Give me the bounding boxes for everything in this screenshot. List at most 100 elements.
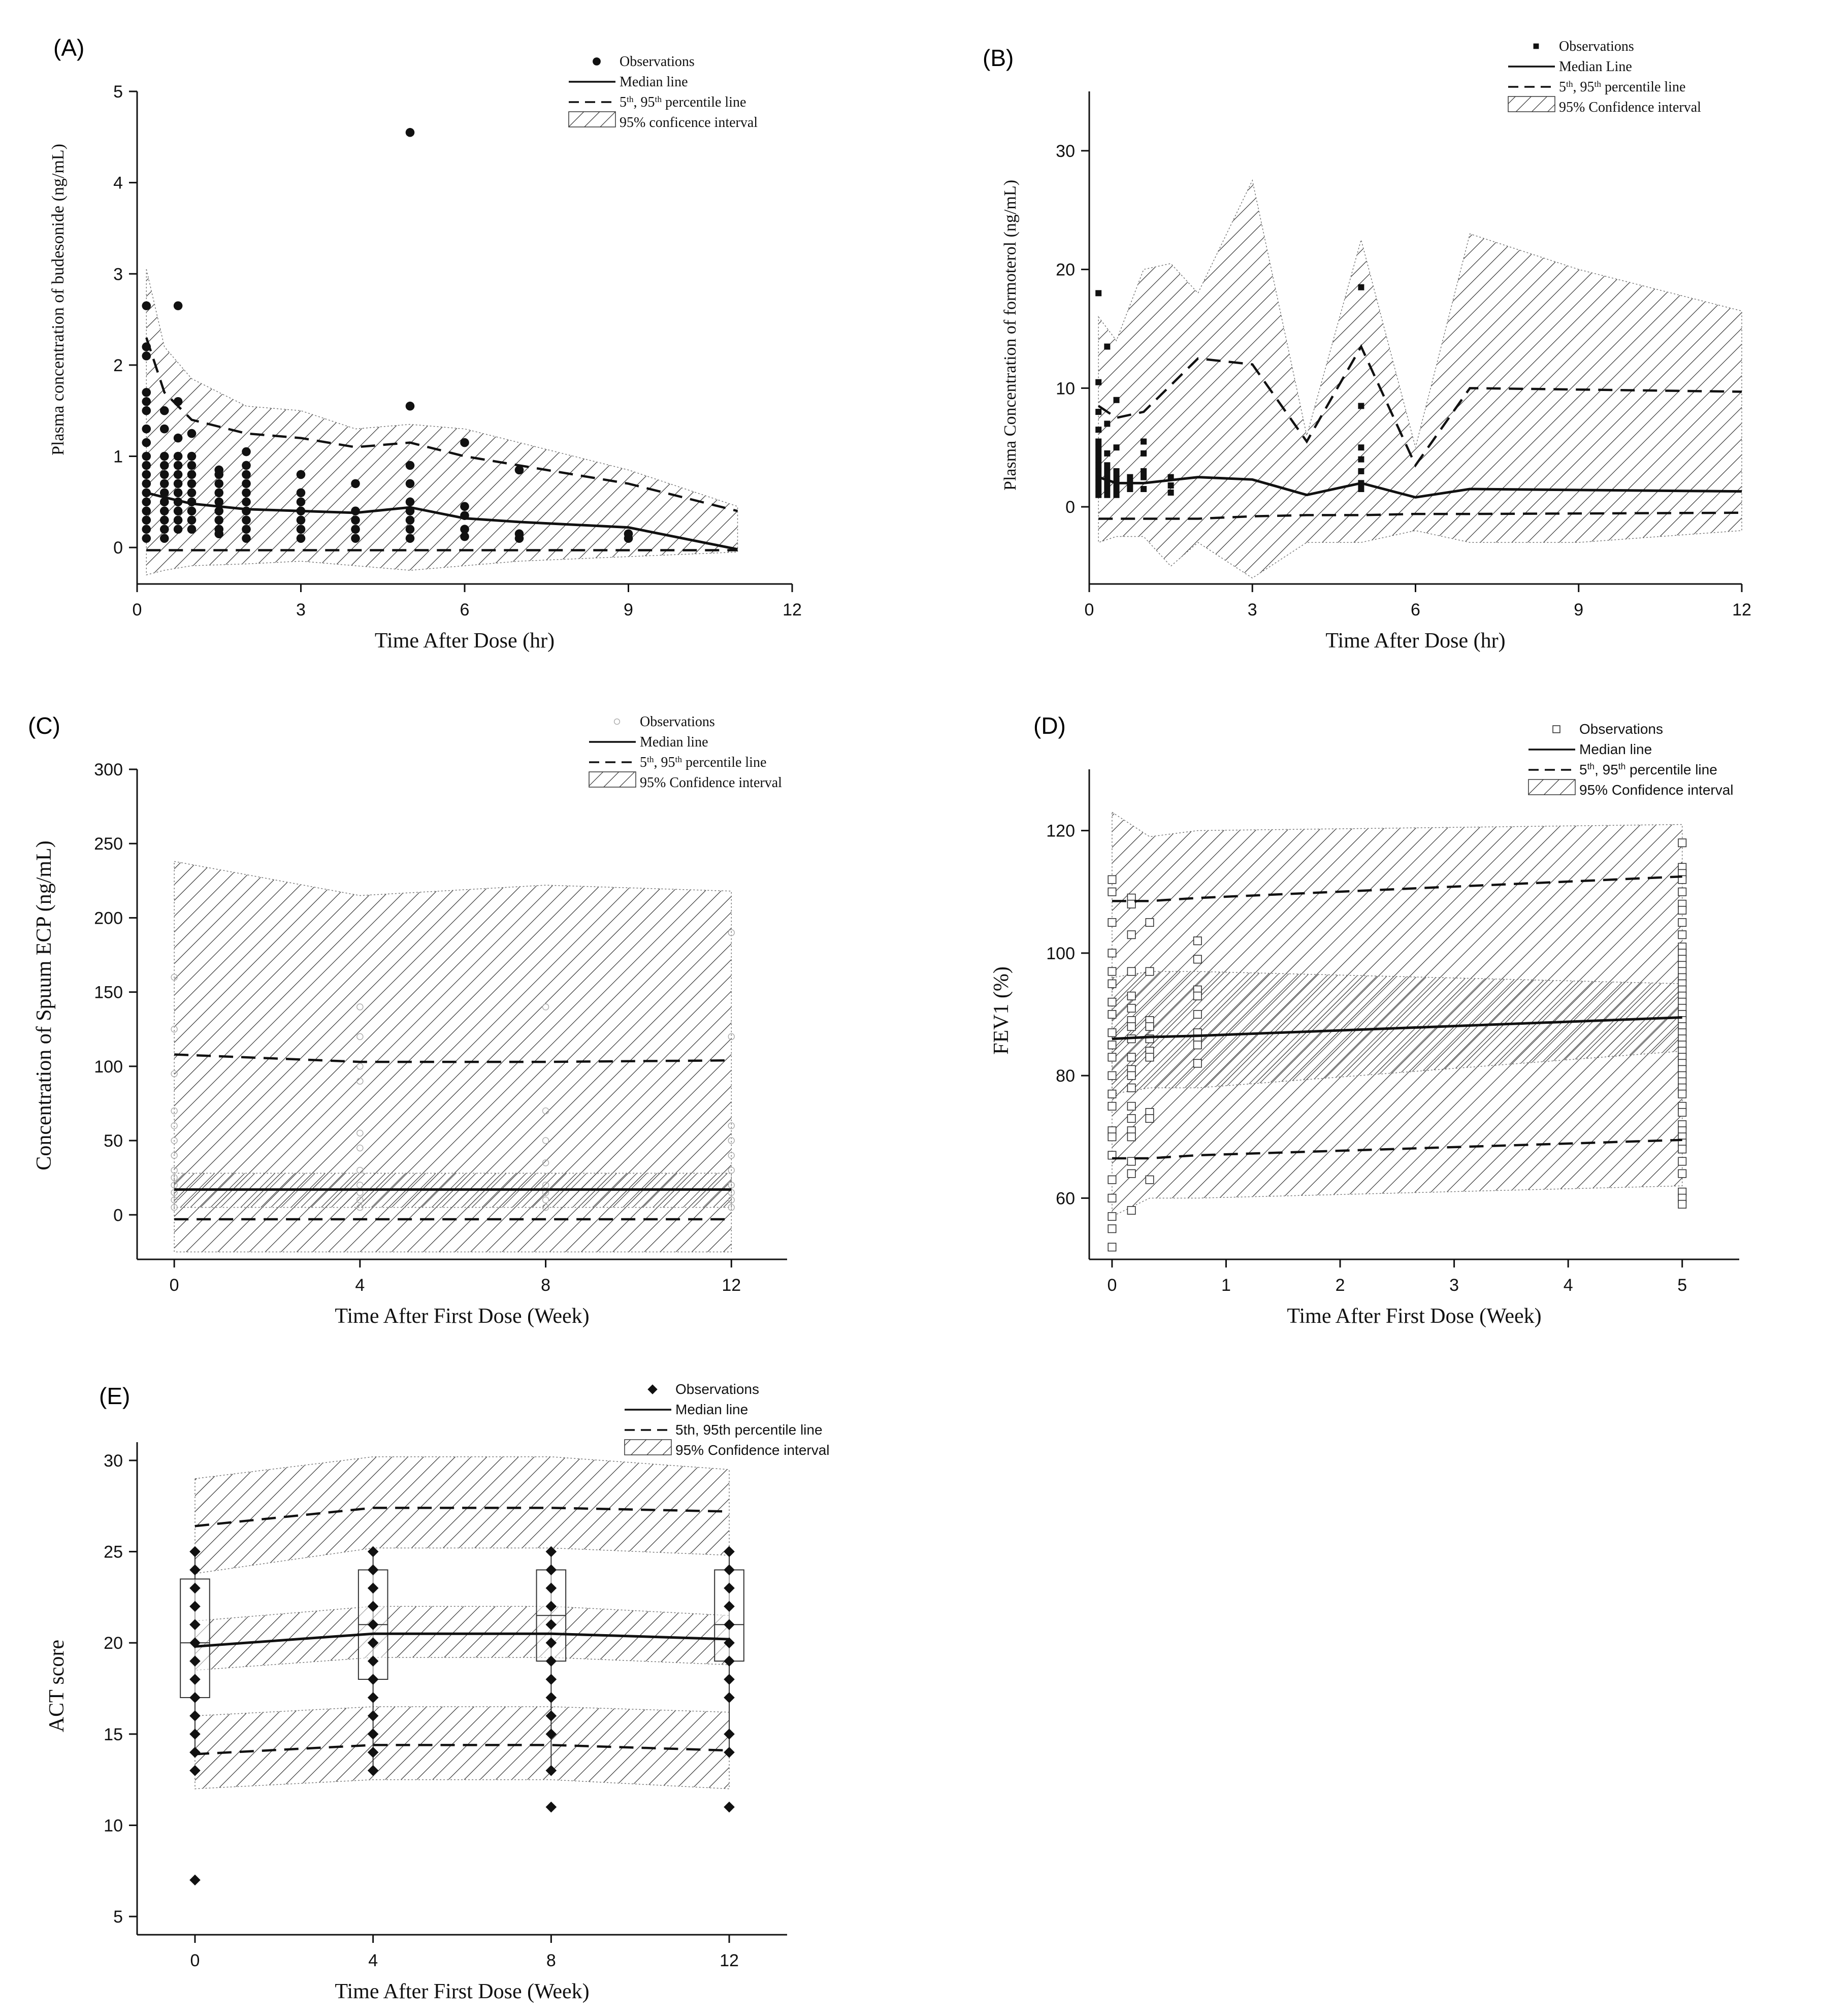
observation-point xyxy=(296,515,306,525)
y-axis-label: FEV1 (%) xyxy=(990,966,1013,1055)
observation-point xyxy=(189,1564,201,1576)
observation-point xyxy=(189,1637,201,1648)
observation-point xyxy=(1678,1089,1687,1098)
legend-sup: th xyxy=(1587,761,1595,771)
observation-point xyxy=(173,451,183,461)
observation-point xyxy=(1095,379,1102,385)
observation-point xyxy=(1358,284,1364,290)
observation-point xyxy=(1127,1114,1136,1123)
observation-point xyxy=(356,1166,364,1174)
observation-point xyxy=(142,451,151,461)
observation-point xyxy=(1127,899,1136,908)
observation-point xyxy=(1104,420,1111,427)
observation-point xyxy=(159,451,169,461)
observation-point xyxy=(514,534,524,543)
observation-point xyxy=(242,497,251,507)
observation-point xyxy=(171,1182,178,1189)
x-tick-label: 12 xyxy=(722,1276,741,1295)
y-axis-label: ACT score xyxy=(45,1640,69,1732)
observation-point xyxy=(1678,1108,1687,1117)
observation-point xyxy=(214,506,224,516)
observation-point xyxy=(173,479,183,489)
y-tick-label: 30 xyxy=(104,1451,123,1471)
observation-point xyxy=(159,424,169,434)
observation-point xyxy=(1678,887,1687,896)
observation-point xyxy=(724,1801,735,1813)
observation-point xyxy=(1358,444,1364,451)
observation-point xyxy=(405,128,415,137)
y-tick-label: 20 xyxy=(104,1634,123,1653)
observation-point xyxy=(1108,979,1117,988)
observation-point xyxy=(171,1166,178,1174)
observation-point xyxy=(189,1674,201,1685)
observation-point xyxy=(728,1182,735,1189)
legend-observation-marker xyxy=(1533,43,1539,49)
observation-point xyxy=(1095,456,1102,463)
observation-point xyxy=(1113,444,1120,451)
observation-point xyxy=(1095,450,1102,457)
observation-point xyxy=(159,406,169,415)
observation-point xyxy=(1108,875,1117,884)
observation-point xyxy=(142,470,151,479)
legend-text: , 95 xyxy=(1573,79,1595,95)
legend-median: Median line xyxy=(675,1402,748,1417)
ci-band-inner xyxy=(1112,971,1683,1095)
observation-point xyxy=(367,1637,379,1648)
observation-point xyxy=(1108,918,1117,927)
legend-sup: th xyxy=(675,755,682,764)
panel-c: (C) 0 4 8 12 0 50 100 150 200 250 300 Time After Fi… xyxy=(28,712,787,1328)
legend-observations: Observations xyxy=(1559,39,1634,54)
observation-point xyxy=(545,1546,557,1557)
median-line xyxy=(146,491,738,551)
observation-point xyxy=(724,1619,735,1631)
observation-point xyxy=(1108,949,1117,958)
x-tick-label: 9 xyxy=(1574,600,1583,620)
observation-point xyxy=(1141,468,1147,474)
observation-point xyxy=(1113,474,1120,480)
legend-text: 5 xyxy=(1559,79,1566,95)
observation-point xyxy=(159,479,169,489)
observation-point xyxy=(189,1582,201,1594)
observation-point xyxy=(187,506,197,516)
y-tick-label: 1 xyxy=(113,447,123,467)
observation-point xyxy=(367,1582,379,1594)
legend-ci-swatch xyxy=(1508,96,1555,112)
observation-point xyxy=(728,1122,735,1129)
observation-point xyxy=(173,525,183,534)
observation-point xyxy=(189,1692,201,1703)
x-tick-label: 4 xyxy=(1564,1276,1573,1295)
observation-point xyxy=(1108,1089,1117,1098)
observation-point xyxy=(1127,1206,1136,1215)
observation-point xyxy=(173,470,183,479)
x-tick-label: 0 xyxy=(133,600,142,620)
observation-point xyxy=(367,1765,379,1776)
observation-point xyxy=(1678,918,1687,927)
observation-point xyxy=(171,1174,178,1181)
observation-point xyxy=(1141,486,1147,493)
observation-point xyxy=(1358,403,1364,409)
observation-point xyxy=(189,1619,201,1631)
observation-point xyxy=(545,1692,557,1703)
legend-percentile: 5th, 95th percentile line xyxy=(1559,79,1685,95)
y-axis-label: Plasma concentration of budesonide (ng/m… xyxy=(49,144,68,456)
observation-point xyxy=(159,470,169,479)
panel-e: (E) 0 4 8 12 5 10 15 20 25 30 Time After First Dos… xyxy=(45,1381,830,2003)
legend-sup: th xyxy=(1595,79,1602,89)
observation-point xyxy=(242,515,251,525)
observation-point xyxy=(187,479,197,489)
observation-point xyxy=(142,461,151,470)
x-tick-label: 3 xyxy=(1248,600,1257,620)
observation-point xyxy=(1358,486,1364,493)
legend-observations: Observations xyxy=(1579,721,1663,737)
observation-point xyxy=(1104,450,1111,457)
observation-point xyxy=(1104,486,1111,493)
observation-point xyxy=(356,1204,364,1211)
legend-observations: Observations xyxy=(640,714,715,730)
x-tick-label: 4 xyxy=(355,1276,365,1295)
observation-point xyxy=(405,461,415,470)
y-tick-label: 0 xyxy=(113,1206,123,1225)
observation-point xyxy=(142,497,151,507)
x-tick-label: 12 xyxy=(1732,600,1751,620)
